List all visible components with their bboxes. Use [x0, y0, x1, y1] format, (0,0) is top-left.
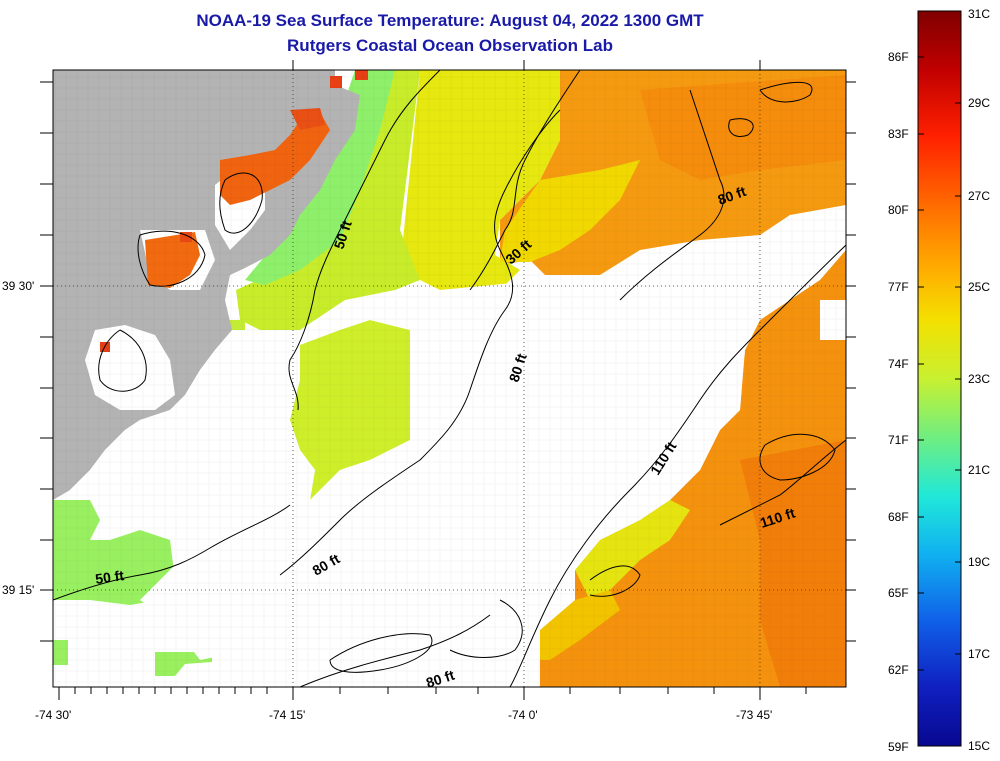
- contour-50ft-south: [53, 504, 291, 601]
- scale-label-71f: 71F: [888, 433, 909, 447]
- scale-label-62f: 62F: [888, 663, 909, 677]
- coastline-island: [137, 230, 206, 287]
- contour-shoal-2: [759, 81, 813, 103]
- scale-label-68f: 68F: [888, 510, 909, 524]
- color-scale-bar: [917, 10, 962, 747]
- map-frame: [52, 69, 847, 688]
- coastline-bay: [98, 329, 147, 392]
- scale-label-65f: 65F: [888, 586, 909, 600]
- lat-label-39-15: 39 15': [2, 583, 34, 597]
- contour-110ft-se: [719, 439, 846, 526]
- contour-label-50ft-south: 50 ft: [94, 567, 125, 587]
- scale-label-19c: 19C: [968, 555, 990, 569]
- map-title: NOAA-19 Sea Surface Temperature: August …: [196, 11, 704, 30]
- scale-label-27c: 27C: [968, 189, 990, 203]
- color-scale: 86F 83F 80F 77F 74F 71F 68F 65F 62F 59F …: [888, 7, 990, 754]
- coastline-inlet: [219, 172, 263, 234]
- map-area: 50 ft 30 ft 80 ft 80 ft 110 ft 110 ft 80…: [53, 70, 846, 687]
- depth-contours: [53, 70, 846, 687]
- scale-label-83f: 83F: [888, 127, 909, 141]
- scale-label-23c: 23C: [968, 372, 990, 386]
- contour-shoal-1: [728, 118, 754, 137]
- map-subtitle: Rutgers Coastal Ocean Observation Lab: [287, 36, 613, 55]
- lon-label-74-0: -74 0': [508, 708, 538, 722]
- contour-shoal-5: [329, 633, 433, 673]
- scale-label-86f: 86F: [888, 50, 909, 64]
- lon-label-73-45: -73 45': [736, 708, 772, 722]
- contour-80ft-south: [299, 614, 491, 687]
- scale-label-25c: 25C: [968, 280, 990, 294]
- contour-80ft-mid: [279, 109, 561, 576]
- graticule: [53, 70, 846, 687]
- lon-label-74-15: -74 15': [269, 708, 305, 722]
- scale-label-21c: 21C: [968, 463, 990, 477]
- scale-label-31c: 31C: [968, 7, 990, 21]
- axis-ticks: [40, 60, 856, 700]
- contour-80ft-ne: [619, 89, 725, 301]
- contour-80ft-loop: [449, 599, 523, 658]
- scale-label-77f: 77F: [888, 280, 909, 294]
- contour-110ft: [509, 244, 846, 687]
- scale-label-74f: 74F: [888, 357, 909, 371]
- lat-label-39-30: 39 30': [2, 279, 34, 293]
- contour-shoal-4: [589, 565, 641, 597]
- contour-30ft: [469, 70, 581, 291]
- scale-label-29c: 29C: [968, 96, 990, 110]
- contour-50ft-north: [288, 70, 441, 411]
- axis-labels: 39 30' 39 15' -74 30' -74 15' -74 0' -73…: [2, 279, 772, 722]
- color-scale-ticks: [918, 56, 961, 671]
- pixel-texture: [53, 70, 846, 687]
- contour-shoal-3: [759, 433, 836, 481]
- lon-label-74-30: -74 30': [35, 708, 71, 722]
- scale-label-17c: 17C: [968, 647, 990, 661]
- scale-label-80f: 80F: [888, 203, 909, 217]
- scale-label-59f: 59F: [888, 740, 909, 754]
- scale-label-15c: 15C: [968, 739, 990, 753]
